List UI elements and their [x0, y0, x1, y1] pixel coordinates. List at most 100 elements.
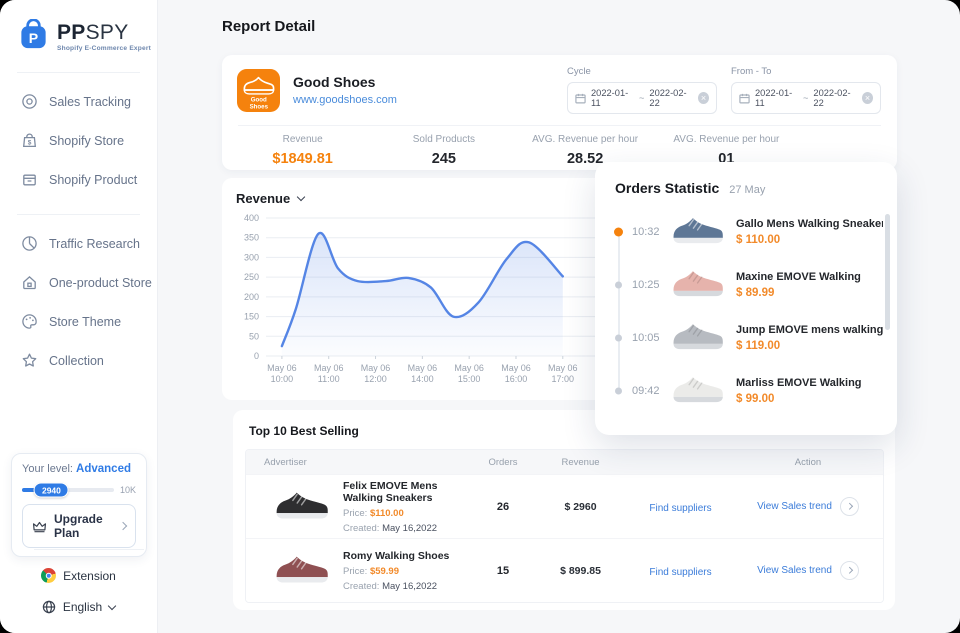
product-price: $ 110.00	[736, 233, 781, 246]
product-image	[671, 319, 725, 357]
sidebar-item-shopify-store[interactable]: $ Shopify Store	[0, 121, 157, 160]
product-name: Marliss EMOVE Walking	[736, 376, 862, 389]
svg-text:400: 400	[244, 213, 259, 223]
svg-text:May 06: May 06	[408, 363, 438, 373]
svg-text:0: 0	[254, 351, 259, 361]
table-row: Romy Walking Shoes Price: $59.99 Created…	[246, 538, 883, 602]
timeline-dot-icon	[615, 387, 622, 394]
product-price: $ 119.00	[736, 339, 781, 352]
timeline-line	[618, 232, 620, 390]
timeline-dot-icon	[615, 281, 622, 288]
product-box-icon	[21, 171, 38, 188]
target-icon	[21, 93, 38, 110]
extension-button[interactable]: Extension	[0, 568, 157, 583]
orders-count: 15	[496, 564, 510, 577]
nav-primary: Sales Tracking $ Shopify Store Shopify P…	[0, 73, 157, 199]
upgrade-plan-button[interactable]: Upgrade Plan	[22, 504, 136, 548]
product-name: Felix EMOVE Mens Walking Sneakers	[343, 479, 438, 504]
brand-tagline: Shopify E-Commerce Expert	[57, 45, 152, 52]
product-image	[274, 550, 330, 592]
star-icon	[21, 352, 38, 369]
order-item[interactable]: 10:25 Maxine EMOVE Walking $ 89.99	[615, 258, 883, 311]
level-progress-max: 10K	[119, 485, 136, 495]
cycle-picker-group: Cycle 2022-01-11 ~ 2022-02-22	[567, 66, 717, 114]
store-logo: Good Shoes	[237, 68, 280, 112]
order-time: 10:05	[632, 331, 660, 344]
svg-text:16:00: 16:00	[505, 374, 528, 384]
fromto-picker-group: From - To 2022-01-11 ~ 2022-02-22	[731, 66, 881, 114]
order-time: 09:42	[632, 384, 660, 397]
best-selling-table: Advertiser Orders Revenue Action Felix E…	[245, 449, 884, 603]
ppspy-bag-icon: P	[17, 18, 50, 57]
product-image	[274, 486, 330, 528]
find-suppliers-link[interactable]: Find suppliers	[649, 502, 712, 514]
sidebar-item-collection[interactable]: Collection	[0, 341, 157, 380]
find-suppliers-link[interactable]: Find suppliers	[649, 566, 712, 578]
calendar-icon	[739, 93, 750, 104]
orders-count: 26	[496, 500, 510, 513]
level-card: Your level: Advanced 2940 10K Upgrade Pl…	[11, 453, 147, 557]
view-sales-trend-link[interactable]: View Sales trend	[757, 501, 832, 512]
order-item[interactable]: 09:42 Marliss EMOVE Walking $ 99.00	[615, 364, 883, 417]
timeline-dot-icon	[614, 227, 623, 236]
table-header: Advertiser Orders Revenue Action	[246, 450, 883, 474]
svg-text:17:00: 17:00	[552, 374, 575, 384]
level-label: Your level: Advanced	[22, 463, 131, 475]
level-progress-bar: 2940	[22, 482, 114, 498]
product-price: $ 99.00	[736, 392, 775, 405]
orders-panel-date: 27 May	[729, 184, 766, 196]
svg-text:May 06: May 06	[267, 363, 297, 373]
chrome-icon	[41, 568, 57, 583]
clear-date-icon[interactable]	[862, 92, 873, 104]
table-row: Felix EMOVE Mens Walking Sneakers Price:…	[246, 474, 883, 538]
clear-date-icon[interactable]	[698, 92, 709, 104]
order-item[interactable]: 10:05 Jump EMOVE mens walking s... $ 119…	[615, 311, 883, 364]
col-orders: Orders	[488, 456, 518, 468]
svg-text:12:00: 12:00	[364, 374, 387, 384]
sidebar-item-sales-tracking[interactable]: Sales Tracking	[0, 82, 157, 121]
best-selling-card: Top 10 Best Selling Advertiser Orders Re…	[233, 410, 895, 610]
cycle-date-range-input[interactable]: 2022-01-11 ~ 2022-02-22	[567, 82, 717, 114]
svg-text:May 06: May 06	[501, 363, 531, 373]
chevron-right-icon	[118, 521, 128, 531]
brand-logo: P PPSPY Shopify E-Commerce Expert	[0, 0, 157, 57]
stats-row: Revenue $1849.81 Sold Products 245 AVG. …	[222, 126, 897, 167]
sidebar-item-one-product-store[interactable]: One-product Store	[0, 263, 157, 302]
sidebar: P PPSPY Shopify E-Commerce Expert Sales …	[0, 0, 158, 633]
svg-text:$: $	[28, 139, 32, 146]
product-image	[671, 213, 725, 251]
svg-text:Shoes: Shoes	[250, 103, 269, 110]
orders-scrollbar[interactable]	[885, 214, 890, 330]
store-url-link[interactable]: www.goodshoes.com	[293, 94, 397, 106]
divider	[34, 549, 144, 550]
product-price: $59.99	[369, 565, 399, 577]
svg-text:15:00: 15:00	[458, 374, 481, 384]
pie-chart-icon	[21, 235, 38, 252]
main-content: Report Detail Good Shoes Good Shoes www.…	[158, 0, 960, 633]
sidebar-item-traffic-research[interactable]: Traffic Research	[0, 224, 157, 263]
row-expand-button[interactable]	[839, 561, 859, 580]
svg-text:11:00: 11:00	[318, 374, 340, 384]
svg-text:May 06: May 06	[454, 363, 484, 373]
fromto-date-range-input[interactable]: 2022-01-11 ~ 2022-02-22	[731, 82, 881, 114]
sidebar-item-shopify-product[interactable]: Shopify Product	[0, 160, 157, 199]
language-selector[interactable]: English	[0, 600, 157, 614]
row-expand-button[interactable]	[839, 497, 859, 516]
svg-text:May 06: May 06	[361, 363, 391, 373]
svg-text:350: 350	[244, 233, 259, 243]
view-sales-trend-link[interactable]: View Sales trend	[757, 565, 832, 576]
sidebar-item-store-theme[interactable]: Store Theme	[0, 302, 157, 341]
orders-statistic-panel: Orders Statistic 27 May 10:32 Gallo Mens…	[595, 162, 897, 435]
chevron-down-icon	[296, 192, 306, 202]
chevron-right-icon	[846, 567, 853, 574]
order-item[interactable]: 10:32 Gallo Mens Walking Sneakers... $ 1…	[614, 205, 883, 258]
stat-revenue: Revenue $1849.81	[272, 134, 333, 167]
created-date: May 16,2022	[382, 580, 438, 592]
revenue-metric-dropdown[interactable]: Revenue	[236, 191, 326, 206]
product-name: Jump EMOVE mens walking s...	[736, 323, 883, 336]
globe-icon	[42, 600, 56, 614]
page-title: Report Detail	[222, 18, 316, 35]
chevron-right-icon	[846, 503, 853, 510]
chevron-down-icon	[107, 601, 117, 610]
